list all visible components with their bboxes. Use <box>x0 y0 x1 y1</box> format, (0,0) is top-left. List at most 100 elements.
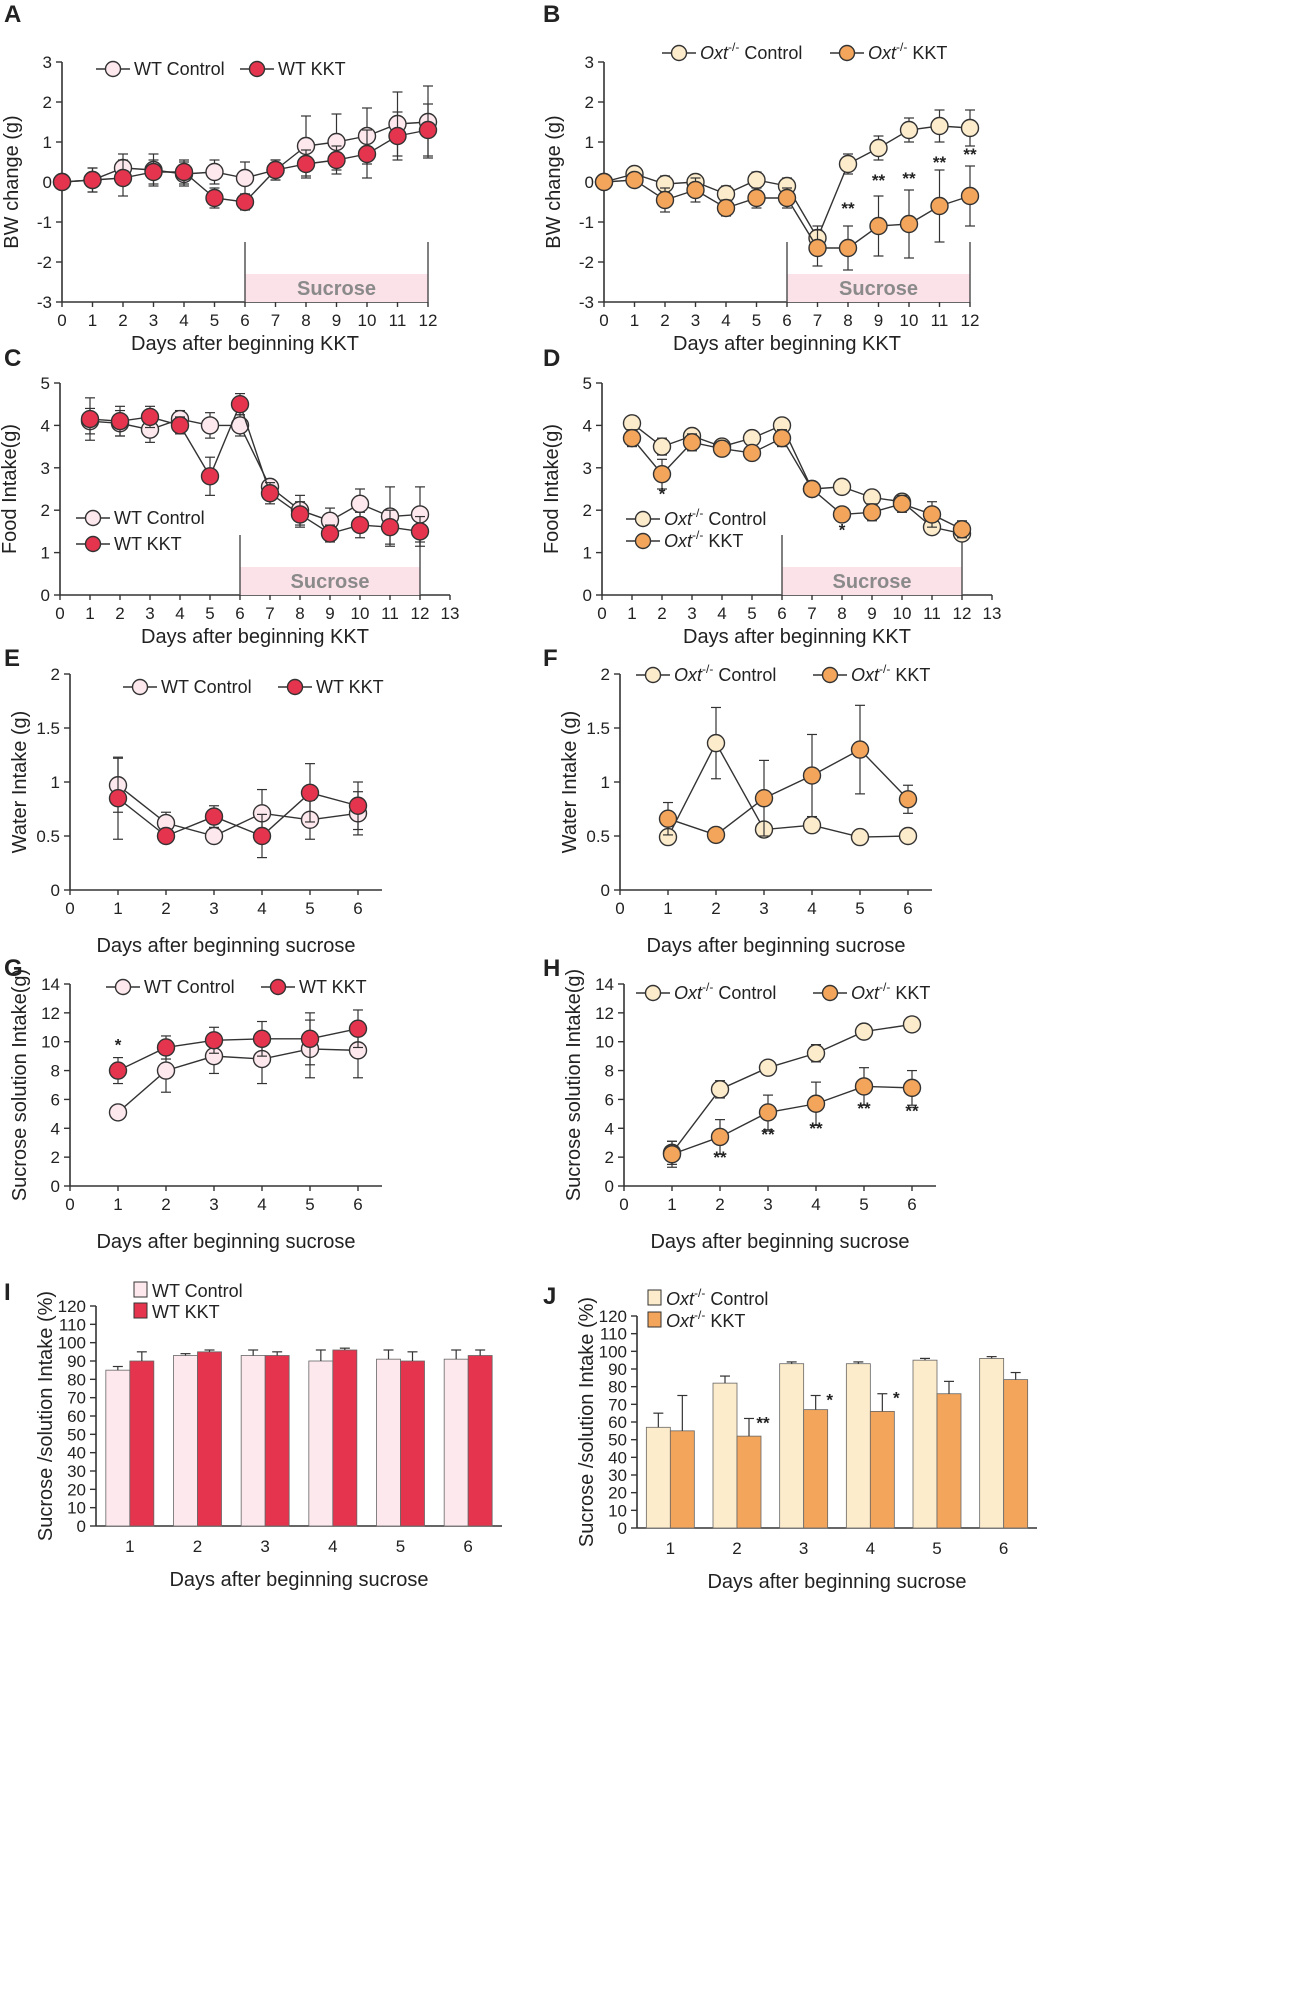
data-point <box>594 172 614 192</box>
significance-label: ** <box>713 1148 727 1167</box>
data-point <box>902 1015 922 1034</box>
sucrose-band-label: Sucrose <box>839 278 918 300</box>
legend-marker <box>104 60 122 78</box>
x-axis-label: Days after beginning sucrose <box>169 1569 428 1591</box>
y-tick-label: 1 <box>583 544 592 563</box>
x-tick-label: 4 <box>807 899 816 918</box>
series-kkt <box>594 165 980 271</box>
y-axis-label: BW change (g) <box>543 115 565 248</box>
x-tick-label: 2 <box>161 899 170 918</box>
data-point <box>902 1078 922 1098</box>
legend-label: WT Control <box>161 677 252 697</box>
significance-label: ** <box>933 153 947 172</box>
data-point <box>772 428 792 448</box>
data-point <box>652 464 672 484</box>
data-point <box>898 826 918 846</box>
panel-letter: F <box>543 645 558 672</box>
data-point <box>327 150 346 170</box>
significance-label: * <box>893 1389 900 1408</box>
legend-label: Oxt-/- KKT <box>851 980 930 1003</box>
x-tick-label: 3 <box>687 604 696 623</box>
y-tick-label: -2 <box>37 253 52 272</box>
x-tick-label: 1 <box>88 311 97 330</box>
x-axis-label: Days after beginning KKT <box>141 626 369 648</box>
data-point <box>380 517 400 537</box>
legend-marker <box>248 60 266 78</box>
legend-label: WT Control <box>152 1281 243 1301</box>
x-tick-label: 5 <box>305 899 314 918</box>
data-point <box>662 1145 682 1164</box>
series-control <box>658 706 918 847</box>
legend-swatch <box>133 1281 148 1298</box>
legend-swatch <box>647 1311 662 1328</box>
data-point <box>686 180 705 200</box>
x-tick-label: 6 <box>777 604 786 623</box>
x-tick-label: 4 <box>721 311 730 330</box>
y-tick-label: 2 <box>43 93 52 112</box>
x-tick-label: 0 <box>599 311 608 330</box>
bar-control <box>645 1426 671 1529</box>
series-control <box>662 1015 922 1165</box>
bar-kkt <box>936 1393 962 1529</box>
data-point <box>300 1029 320 1049</box>
significance-label: ** <box>872 171 886 190</box>
y-axis-label: Food Intake(g) <box>541 424 563 554</box>
x-tick-label: 0 <box>65 1195 74 1214</box>
bar-control <box>308 1360 334 1527</box>
legend-marker <box>670 44 688 62</box>
bar-kkt <box>669 1430 695 1529</box>
bar-control <box>712 1382 738 1529</box>
y-tick-label: 14 <box>595 975 614 994</box>
data-point <box>205 188 224 208</box>
panel-letter: B <box>543 1 560 28</box>
legend-marker <box>286 678 304 696</box>
data-point <box>622 428 642 448</box>
data-point <box>200 416 220 435</box>
data-point <box>418 120 438 140</box>
bar-kkt <box>400 1360 425 1527</box>
y-tick-label: 6 <box>605 1090 614 1109</box>
data-point <box>869 216 888 236</box>
y-tick-label: 0.5 <box>36 827 60 846</box>
bar-control <box>845 1363 871 1529</box>
data-point <box>850 827 870 847</box>
x-tick-label: 4 <box>257 1195 266 1214</box>
x-tick-label: 1 <box>113 1195 122 1214</box>
x-tick-label: 2 <box>161 1195 170 1214</box>
data-point <box>892 494 912 514</box>
significance-label: ** <box>761 1125 775 1144</box>
x-tick-label: 9 <box>867 604 876 623</box>
panel-letter: J <box>543 1283 556 1310</box>
x-tick-label: 2 <box>193 1537 202 1556</box>
x-tick-label: 2 <box>660 311 669 330</box>
legend-label: WT Control <box>114 508 205 528</box>
x-tick-label: 4 <box>179 311 188 330</box>
data-point <box>854 1022 874 1041</box>
data-point <box>806 1044 826 1063</box>
x-tick-label: 7 <box>271 311 280 330</box>
data-point <box>235 168 255 188</box>
x-tick-label: 2 <box>118 311 127 330</box>
x-tick-label: 2 <box>115 604 124 623</box>
significance-label: ** <box>841 199 855 218</box>
x-tick-label: 13 <box>983 604 1002 623</box>
y-tick-label: -2 <box>579 253 594 272</box>
x-tick-label: 9 <box>332 311 341 330</box>
bar-kkt <box>332 1349 358 1527</box>
y-tick-label: 10 <box>595 1033 614 1052</box>
y-tick-label: 20 <box>608 1484 627 1503</box>
y-axis-label: Sucrose solution Intake(g) <box>9 969 31 1201</box>
x-tick-label: 5 <box>747 604 756 623</box>
x-tick-label: 1 <box>666 1539 675 1558</box>
legend-label: Oxt-/- Control <box>700 40 802 63</box>
series-kkt <box>658 704 918 845</box>
legend-label: Oxt-/- Control <box>674 980 776 1003</box>
bar-control <box>912 1359 938 1529</box>
data-point <box>170 416 190 435</box>
x-tick-label: 6 <box>240 311 249 330</box>
y-tick-label: 3 <box>43 53 52 72</box>
x-tick-label: 6 <box>903 899 912 918</box>
